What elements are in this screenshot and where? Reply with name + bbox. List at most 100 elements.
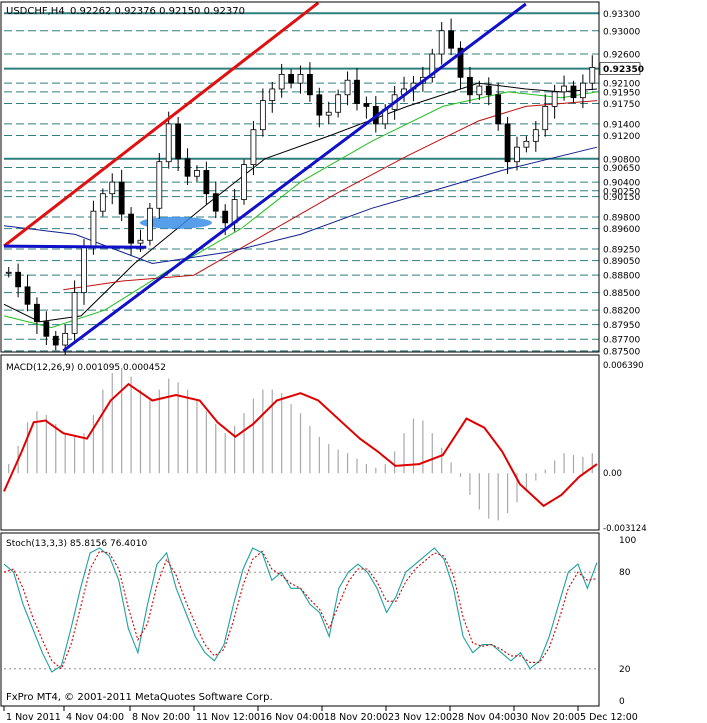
macd-histogram bbox=[8, 367, 593, 521]
time-tick-label: 4 Nov 04:00 bbox=[66, 712, 124, 723]
price-tick-label: 0.88500 bbox=[603, 289, 640, 299]
indicator-lines bbox=[3, 82, 598, 329]
macd-tick-label: 0.00 bbox=[603, 469, 622, 479]
stoch-axis-labels: 100 80 20 0 bbox=[619, 536, 636, 707]
macd-tick-label: 0.006390 bbox=[603, 361, 644, 371]
price-tick-label: 0.92600 bbox=[603, 51, 640, 61]
time-tick-label: 28 Nov 04:00 bbox=[452, 712, 516, 723]
macd-axis-labels: 0.006390 0.00 -0.003124 bbox=[603, 361, 647, 534]
time-tick-label: 23 Nov 12:00 bbox=[388, 712, 452, 723]
price-tick-label: 0.90800 bbox=[603, 155, 640, 165]
current-price-label: 0.92350 bbox=[603, 65, 644, 75]
candle-body bbox=[128, 213, 134, 244]
main-panel: 0.93300 0.93000 0.92600 0.92350 0.921000.919… bbox=[3, 1, 644, 357]
moving-average-line bbox=[63, 100, 598, 291]
panel-border bbox=[0, 354, 600, 531]
panel-border bbox=[0, 532, 600, 707]
copyright-text: FxPro MT4, © 2001-2011 MetaQuotes Softwa… bbox=[6, 692, 273, 703]
candle-body bbox=[542, 106, 549, 131]
price-tick-label: 0.88200 bbox=[603, 307, 640, 317]
stoch-tick-label: 100 bbox=[619, 536, 636, 546]
candle-body bbox=[118, 181, 125, 215]
panel-frames bbox=[0, 1, 600, 707]
candle-body bbox=[514, 146, 520, 163]
price-tick-label: 0.87700 bbox=[603, 336, 640, 346]
moving-average-line bbox=[3, 146, 598, 265]
candle-body bbox=[165, 123, 172, 163]
price-tick-label: 0.87950 bbox=[603, 321, 640, 331]
candle-body bbox=[90, 210, 97, 247]
time-axis-labels: 1 Nov 2011 4 Nov 04:00 8 Nov 20:00 11 Nov 1… bbox=[3, 706, 638, 723]
candle-body bbox=[278, 74, 285, 90]
ohlc-values: 0.92262 0.92376 0.92150 0.92370 bbox=[70, 6, 245, 17]
candle-body bbox=[344, 79, 351, 96]
price-tick-label: 0.92100 bbox=[603, 80, 640, 90]
macd-tick-label: -0.003124 bbox=[603, 524, 647, 534]
stoch-title: Stoch(13,3,3) 85.8156 76.4010 bbox=[6, 539, 147, 549]
time-tick-label: 8 Nov 20:00 bbox=[132, 712, 190, 723]
candle-body bbox=[570, 85, 577, 99]
current-price-box bbox=[599, 62, 641, 75]
candle-body bbox=[561, 85, 567, 93]
candle-body bbox=[297, 74, 304, 84]
candle-body bbox=[448, 30, 455, 49]
candle-body bbox=[194, 170, 200, 177]
price-tick-label: 0.89800 bbox=[603, 213, 640, 223]
moving-average-line bbox=[3, 91, 598, 329]
macd-panel: 0.006390 0.00 -0.003124 MACD(12,26,9) 0.00… bbox=[3, 361, 647, 534]
candle-body bbox=[43, 321, 50, 337]
candle-body bbox=[109, 181, 116, 195]
candle-body bbox=[71, 292, 78, 334]
candle-body bbox=[24, 286, 31, 305]
time-tick-label: 18 Nov 20:00 bbox=[324, 712, 388, 723]
macd-signal-line bbox=[3, 382, 598, 508]
price-tick-label: 0.91750 bbox=[603, 100, 640, 110]
time-tick-label: 5 Dec 12:00 bbox=[580, 712, 638, 723]
trendlines bbox=[3, 1, 527, 353]
time-tick-label: 1 Nov 2011 bbox=[6, 712, 61, 723]
candle-body bbox=[307, 74, 313, 96]
candle-body bbox=[589, 67, 596, 84]
candle-body bbox=[504, 123, 511, 163]
time-tick-label: 16 Nov 04:00 bbox=[260, 712, 324, 723]
price-tick-label: 0.89600 bbox=[603, 225, 640, 235]
macd-signal-path bbox=[3, 382, 598, 508]
candle-body bbox=[429, 53, 436, 78]
trendline bbox=[62, 2, 527, 353]
price-tick-label: 0.87500 bbox=[603, 347, 640, 357]
candle-body bbox=[551, 91, 558, 107]
candle-body bbox=[579, 82, 586, 99]
candle-body bbox=[325, 111, 332, 116]
candle-body bbox=[203, 170, 210, 195]
candle-body bbox=[495, 94, 502, 125]
candle-body bbox=[222, 210, 229, 224]
candle-body bbox=[457, 47, 464, 78]
price-tick-label: 0.91200 bbox=[603, 132, 640, 142]
candle-body bbox=[62, 332, 69, 346]
candle-body bbox=[175, 123, 182, 160]
price-tick-label: 0.90150 bbox=[603, 193, 640, 203]
candle-body bbox=[81, 245, 87, 294]
candle-body bbox=[438, 30, 445, 55]
candle-body bbox=[335, 94, 342, 113]
candle-body bbox=[316, 94, 323, 116]
price-tick-label: 0.93000 bbox=[603, 27, 640, 37]
candle-body bbox=[523, 140, 530, 148]
macd-title: MACD(12,26,9) 0.001095 0.000452 bbox=[6, 363, 166, 373]
price-tick-label: 0.91950 bbox=[603, 88, 640, 98]
panel-border bbox=[0, 1, 600, 353]
candle-body bbox=[5, 271, 12, 274]
candle-body bbox=[259, 100, 266, 131]
candle-body bbox=[156, 161, 163, 209]
price-tick-label: 0.89050 bbox=[603, 257, 640, 267]
horizontal-trend-segment bbox=[3, 244, 147, 249]
candle-body bbox=[184, 158, 191, 177]
stoch-tick-label: 80 bbox=[619, 568, 631, 578]
time-tick-label: 11 Nov 12:00 bbox=[196, 712, 260, 723]
candle-body bbox=[52, 335, 59, 346]
candle-body bbox=[467, 76, 473, 96]
price-tick-label: 0.90650 bbox=[603, 164, 640, 174]
stoch-tick-label: 0 bbox=[619, 697, 625, 707]
candle-body bbox=[476, 85, 483, 96]
